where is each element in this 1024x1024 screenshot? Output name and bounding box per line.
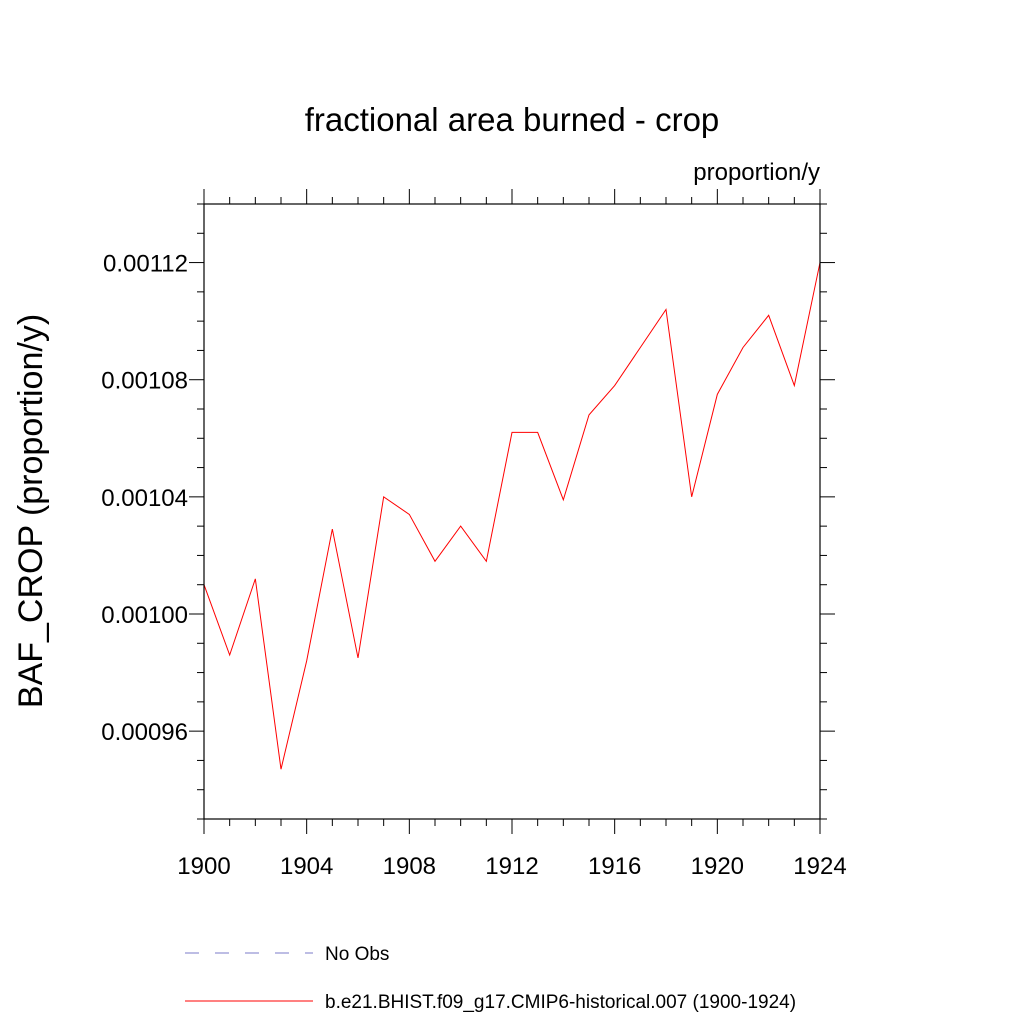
legend: No Obs b.e21.BHIST.f09_g17.CMIP6-historic… — [185, 944, 796, 1013]
legend-label: b.e21.BHIST.f09_g17.CMIP6-historical.007… — [325, 992, 796, 1013]
series-layer — [203, 262, 821, 770]
chart-title: fractional area burned - crop — [305, 101, 720, 138]
x-tick-label: 1912 — [485, 853, 538, 880]
y-tick-label: 0.00096 — [101, 719, 188, 746]
x-tick-label: 1904 — [280, 853, 333, 880]
x-tick-label: 1908 — [383, 853, 436, 880]
plot-frame — [203, 203, 821, 820]
chart-units: proportion/y — [693, 159, 820, 186]
x-tick-label: 1916 — [588, 853, 641, 880]
y-axis-label: BAF_CROP (proportion/y) — [12, 314, 50, 708]
x-tick-label: 1920 — [691, 853, 744, 880]
y-tick-label: 0.00100 — [101, 602, 188, 629]
axis-ticks: 1900 1904 1908 1912 1916 1920 1924 0.00096 0.001… — [101, 189, 847, 880]
y-tick-label: 0.00104 — [101, 485, 188, 512]
x-tick-label: 1900 — [177, 853, 230, 880]
y-tick-label: 0.00108 — [101, 368, 188, 395]
legend-label: No Obs — [325, 944, 389, 965]
x-tick-label: 1924 — [793, 853, 846, 880]
series-line — [203, 262, 821, 770]
y-tick-label: 0.00112 — [103, 251, 188, 278]
